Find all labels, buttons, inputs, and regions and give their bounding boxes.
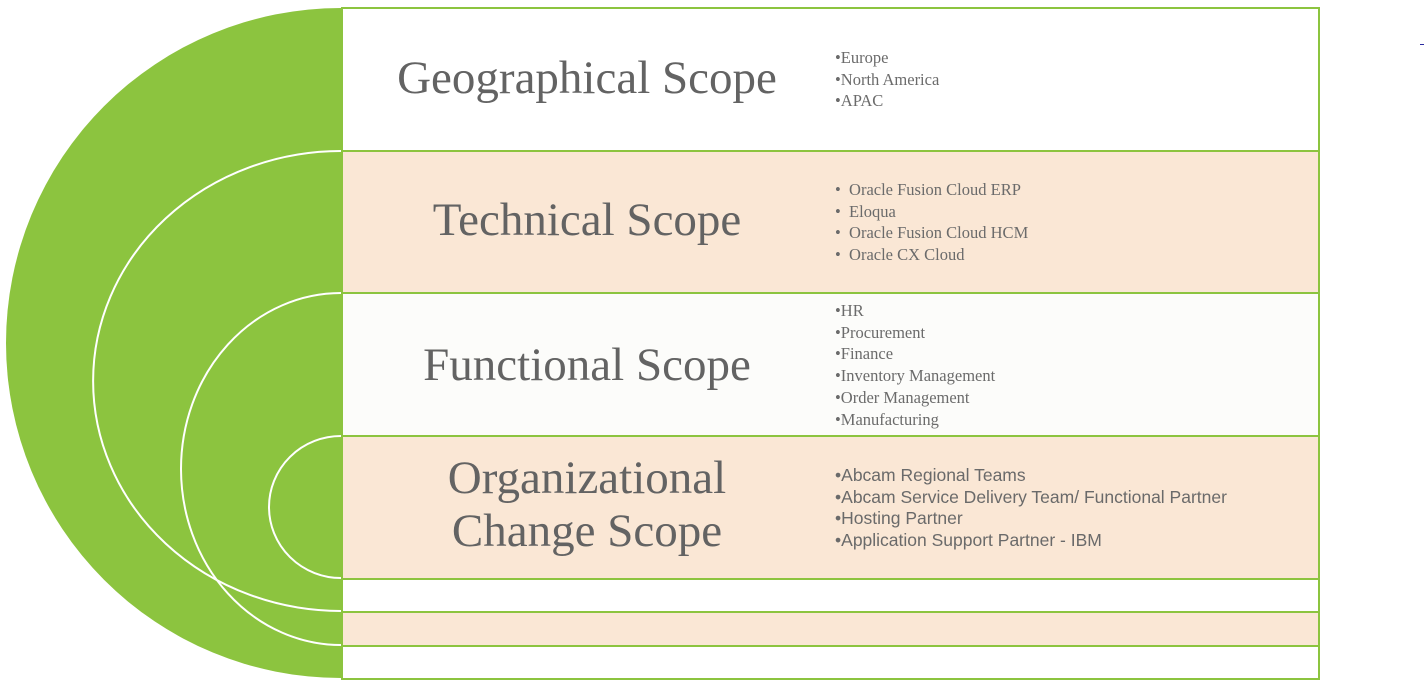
band-organizational-change: Organizational Change Scope •Abcam Regio…: [341, 435, 1320, 580]
edge-mark: [1420, 44, 1424, 45]
section-title-functional: Functional Scope: [343, 296, 831, 435]
title-line: Technical Scope: [432, 193, 742, 246]
list-item: • Oracle Fusion Cloud ERP: [835, 180, 1021, 199]
bullet-list-geographical: •Europe •North America •APAC: [835, 47, 939, 112]
band-technical: Technical Scope • Oracle Fusion Cloud ER…: [341, 150, 1320, 294]
list-item: •Application Support Partner - IBM: [835, 530, 1102, 551]
arc-ring-functional: [180, 292, 342, 646]
list-item: • Oracle CX Cloud: [835, 245, 965, 265]
list-item: •Abcam Service Delivery Team/ Functional…: [835, 486, 1227, 507]
list-item: •Finance: [835, 344, 894, 364]
band-geographical: Geographical Scope •Europe •North Americ…: [341, 7, 1320, 152]
list-item: •Manufacturing: [835, 409, 939, 429]
title-line: Functional Scope: [423, 339, 751, 391]
list-item: •Inventory Management: [835, 366, 996, 386]
section-title-geographical: Geographical Scope: [343, 9, 831, 148]
arc-ring-technical: [92, 150, 342, 612]
section-title-organizational-change: Organizational Change Scope: [343, 437, 831, 573]
list-item: •Hosting Partner: [835, 508, 963, 529]
title-line: Geographical Scope: [397, 52, 777, 104]
list-item: •Procurement: [835, 322, 926, 342]
list-item: •HR: [835, 301, 864, 320]
list-item: •APAC: [835, 91, 884, 111]
band-functional: Functional Scope •HR •Procurement •Finan…: [341, 292, 1320, 437]
list-item: •North America: [835, 69, 940, 89]
nested-arcs: [6, 8, 342, 678]
list-item: •Abcam Regional Teams: [835, 465, 1026, 485]
title-line: Organizational: [447, 452, 727, 504]
band-empty-1: [341, 578, 1320, 613]
bullet-list-organizational-change: •Abcam Regional Teams •Abcam Service Del…: [835, 465, 1227, 552]
band-empty-2: [341, 611, 1320, 647]
list-item: • Eloqua: [835, 201, 896, 221]
list-item: •Order Management: [835, 387, 970, 407]
title-line: Change Scope: [451, 505, 723, 557]
band-empty-3: [341, 645, 1320, 680]
section-title-technical: Technical Scope: [343, 152, 831, 288]
bullet-list-technical: • Oracle Fusion Cloud ERP • Eloqua • Ora…: [835, 179, 1028, 266]
outer-arc: [6, 8, 341, 678]
bullet-list-functional: •HR •Procurement •Finance •Inventory Man…: [835, 300, 995, 430]
list-item: •Europe: [835, 48, 889, 67]
arc-ring-organizational: [268, 435, 342, 579]
list-item: • Oracle Fusion Cloud HCM: [835, 223, 1029, 243]
